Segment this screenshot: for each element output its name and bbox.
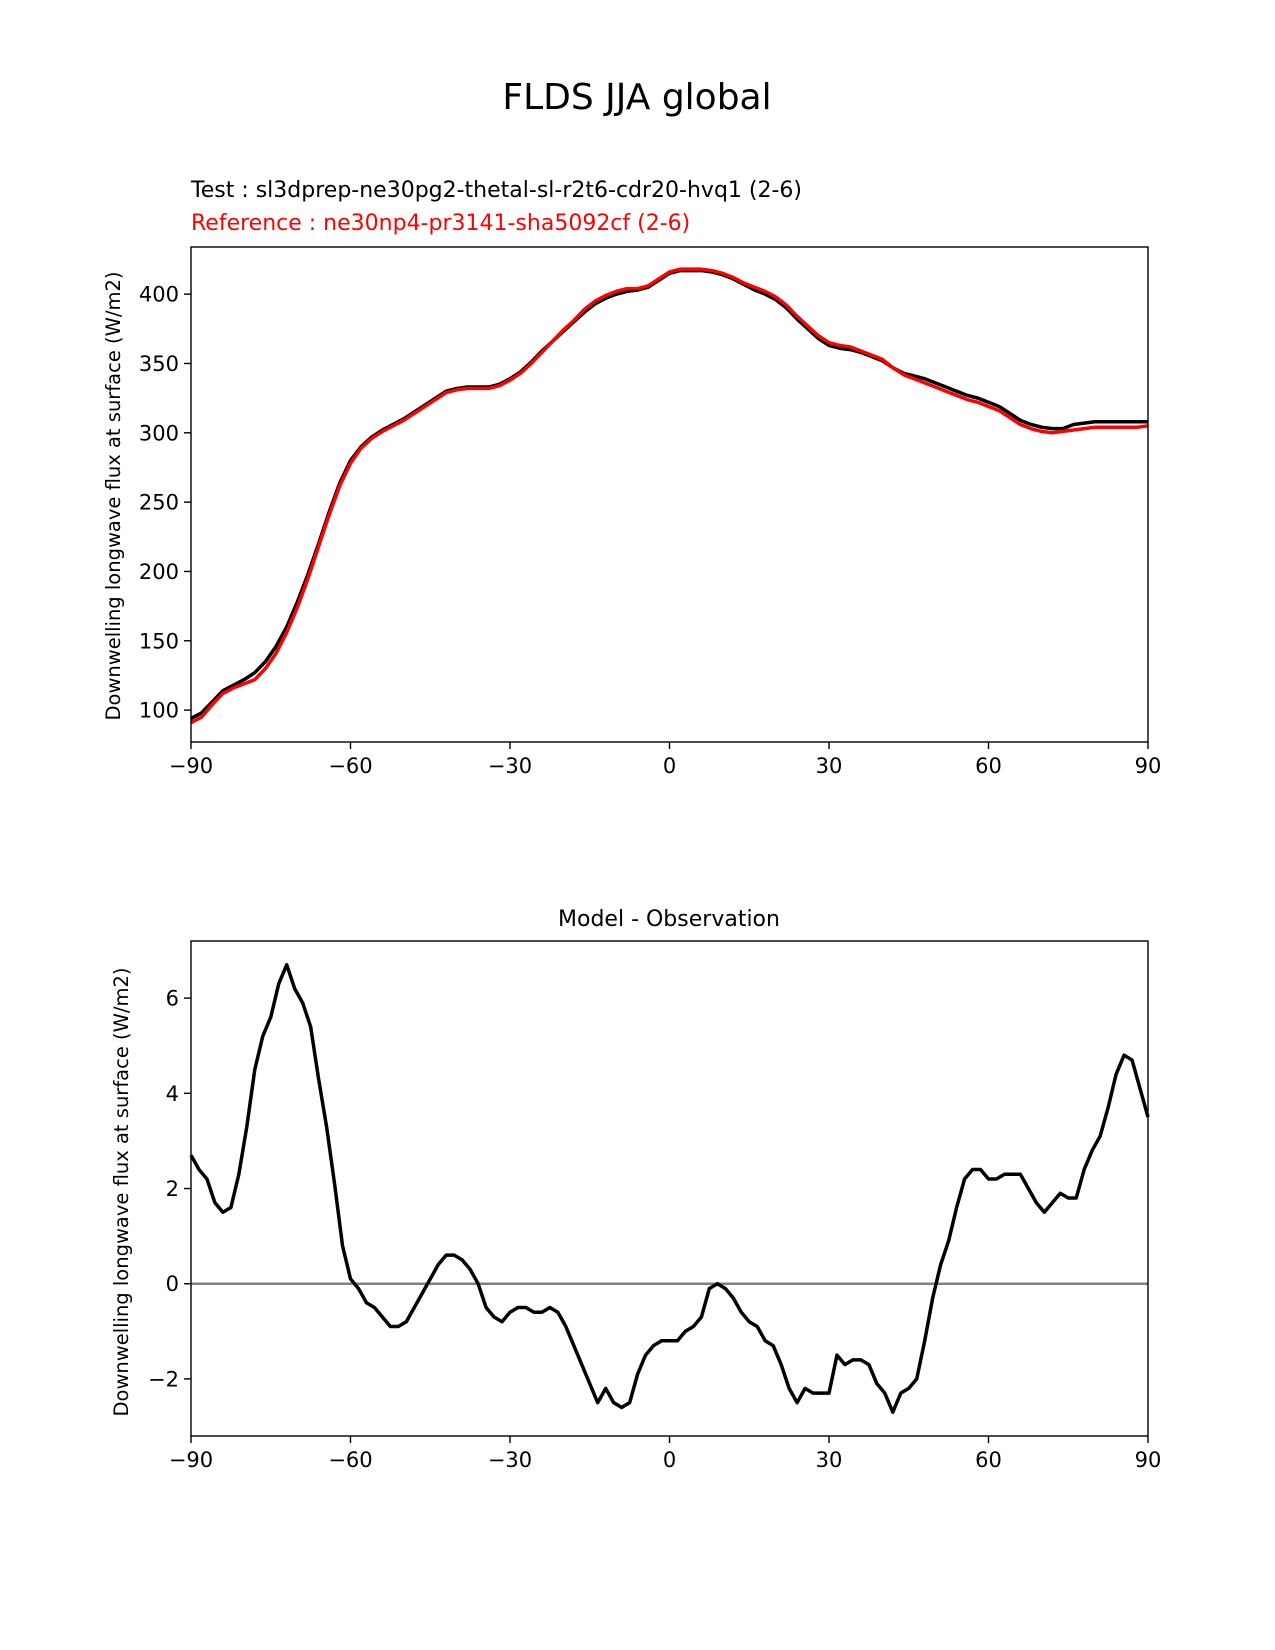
top-xtick-label: 0 (663, 754, 676, 778)
top-xtick-label: 90 (1135, 754, 1162, 778)
bottom-plot-area: −90 −60 −30 0 30 60 90 −2 0 2 4 6 (148, 940, 1162, 1472)
top-xtick-label: 30 (816, 754, 843, 778)
top-series-reference-line (190, 267, 1149, 725)
top-ytick-label: 350 (139, 352, 179, 376)
legend-test-label: Test : sl3dprep-ne30pg2-thetal-sl-r2t6-c… (190, 178, 802, 203)
bottom-ytick-label: 6 (166, 987, 179, 1011)
top-chart: Test : sl3dprep-ne30pg2-thetal-sl-r2t6-c… (102, 178, 1161, 778)
bottom-series-difference-line (189, 963, 1150, 1414)
bottom-xtick-label: 60 (975, 1448, 1002, 1472)
bottom-xtick-label: −60 (328, 1448, 372, 1472)
top-ytick-label: 150 (139, 629, 179, 653)
top-series-test-line (190, 268, 1148, 720)
bottom-xtick-label: 30 (816, 1448, 843, 1472)
figure-title: FLDS JJA global (502, 77, 771, 118)
top-ylabel: Downwelling longwave flux at surface (W/… (102, 271, 125, 720)
bottom-xtick-label: 90 (1135, 1448, 1162, 1472)
top-ytick-label: 400 (139, 283, 179, 307)
top-ytick-label: 250 (139, 491, 179, 515)
bottom-ylabel: Downwelling longwave flux at surface (W/… (110, 967, 133, 1416)
bottom-ytick-label: 0 (166, 1272, 179, 1296)
legend-reference-label: Reference : ne30np4-pr3141-sha5092cf (2-… (191, 211, 690, 236)
top-xtick-label: 60 (975, 754, 1002, 778)
top-plot-area: −90 −60 −30 0 30 60 90 100 150 200 250 300 350 400 (139, 246, 1162, 778)
top-xtick-label: −60 (328, 754, 372, 778)
top-ytick-label: 300 (139, 421, 179, 445)
top-xtick-label: −30 (488, 754, 532, 778)
bottom-xtick-label: 0 (663, 1448, 676, 1472)
bottom-ytick-label: 4 (166, 1082, 179, 1106)
bottom-xtick-label: −90 (169, 1448, 213, 1472)
bottom-chart: Model - Observation Downwelling longwave… (110, 907, 1161, 1472)
top-xtick-label: −90 (169, 754, 213, 778)
bottom-title: Model - Observation (558, 907, 780, 932)
bottom-ytick-label: −2 (148, 1367, 179, 1391)
bottom-xtick-label: −30 (488, 1448, 532, 1472)
bottom-ytick-label: 2 (166, 1177, 179, 1201)
top-ytick-label: 200 (139, 560, 179, 584)
top-ytick-label: 100 (139, 699, 179, 723)
